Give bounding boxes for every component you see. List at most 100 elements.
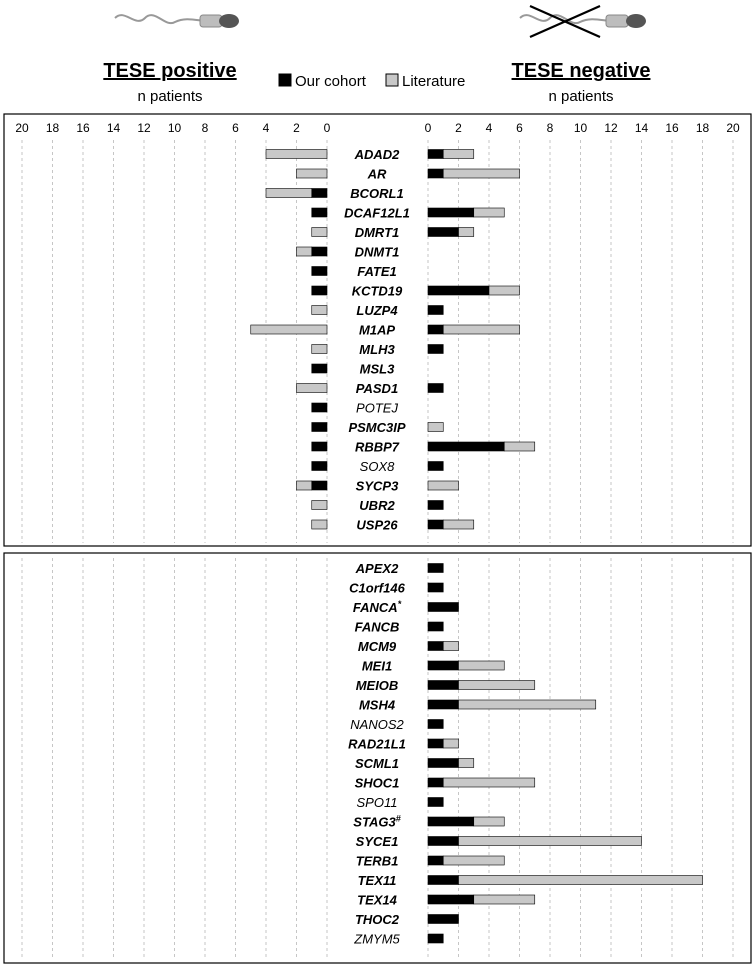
tick-label: 16 <box>76 121 90 135</box>
tick-label: 0 <box>425 121 432 135</box>
bar-neg-literature-adad2 <box>442 149 475 159</box>
tick-label: 10 <box>168 121 182 135</box>
tick-label: 2 <box>293 121 300 135</box>
bar-pos-cohort-psmc3ip <box>311 422 328 432</box>
bar-neg-literature-rbbp7 <box>503 441 536 452</box>
gene-label-fate1: FATE1 <box>357 264 397 279</box>
bar-pos-literature-adad2 <box>265 149 328 159</box>
bar-neg-literature-meiob <box>458 680 536 690</box>
bar-neg-cohort-luzp4 <box>427 305 444 315</box>
bar-pos-cohort-dcaf12l1 <box>311 207 328 218</box>
bar-pos-literature-ubr2 <box>311 500 328 510</box>
bar-neg-cohort-spo11 <box>427 797 444 807</box>
gene-label-zmym5: ZMYM5 <box>353 932 400 947</box>
bar-pos-cohort-rbbp7 <box>311 441 328 452</box>
bar-neg-cohort-dcaf12l1 <box>427 207 475 218</box>
gene-label-ar: AR <box>367 167 387 182</box>
bar-neg-literature-shoc1 <box>442 777 536 788</box>
bar-pos-literature-luzp4 <box>311 305 328 315</box>
bar-pos-literature-dmrt1 <box>311 227 328 237</box>
bar-neg-cohort-shoc1 <box>427 777 444 788</box>
panel-frame-1 <box>3 113 752 547</box>
bar-neg-cohort-stag3 <box>427 816 475 827</box>
bar-neg-cohort-fancb <box>427 621 444 632</box>
gene-label-syce1: SYCE1 <box>356 834 399 849</box>
bar-neg-cohort-sox8 <box>427 461 444 471</box>
bar-neg-cohort-tex11 <box>427 875 459 885</box>
tick-label: 8 <box>202 121 209 135</box>
bar-neg-cohort-rbbp7 <box>427 441 505 452</box>
bar-neg-cohort-mei1 <box>427 660 459 671</box>
bar-neg-cohort-tex14 <box>427 894 475 905</box>
tick-label: 4 <box>486 121 493 135</box>
tick-label: 18 <box>46 121 60 135</box>
tick-label: 12 <box>604 121 618 135</box>
bar-neg-literature-sycp3 <box>427 480 459 491</box>
legend-swatch-our-cohort <box>278 73 292 87</box>
tick-label: 10 <box>574 121 588 135</box>
gene-label-dmrt1: DMRT1 <box>355 225 400 240</box>
bar-neg-cohort-mlh3 <box>427 344 444 354</box>
bar-pos-literature-ar <box>296 168 328 179</box>
tick-label: 8 <box>547 121 554 135</box>
bar-neg-literature-tex11 <box>458 875 703 885</box>
bar-pos-cohort-kctd19 <box>311 285 328 296</box>
bar-neg-cohort-msh4 <box>427 699 459 710</box>
bar-neg-cohort-ubr2 <box>427 500 444 510</box>
bar-pos-cohort-potej <box>311 402 328 413</box>
bar-neg-cohort-dmrt1 <box>427 227 459 237</box>
bar-neg-literature-ar <box>442 168 520 179</box>
bar-neg-literature-mei1 <box>458 660 505 671</box>
tick-label: 12 <box>137 121 151 135</box>
bar-neg-literature-usp26 <box>442 519 475 530</box>
bar-neg-cohort-nanos2 <box>427 719 444 729</box>
gene-label-mcm9: MCM9 <box>358 639 397 654</box>
bar-neg-cohort-adad2 <box>427 149 444 159</box>
tick-label: 14 <box>107 121 121 135</box>
sperm-icon <box>114 14 239 28</box>
axis-ticks: 20 18 16 14 12 10 8 6 4 2 0 0 2 4 6 8 10 12 14 16 18 20 <box>15 121 740 135</box>
bar-neg-literature-dcaf12l1 <box>473 207 505 218</box>
gene-label-stag3: STAG3# <box>353 814 400 830</box>
bar-neg-cohort-fanca <box>427 602 459 612</box>
gene-label-rad21l1: RAD21L1 <box>348 737 406 752</box>
tick-label: 2 <box>455 121 462 135</box>
bar-pos-literature-dnmt1 <box>296 246 313 257</box>
gene-label-apex2: APEX2 <box>355 561 399 576</box>
bar-pos-cohort-bcorl1 <box>311 188 328 198</box>
bar-neg-cohort-kctd19 <box>427 285 490 296</box>
tese-positive-title: TESE positive <box>103 60 236 82</box>
gene-label-c1orf146: C1orf146 <box>349 581 405 596</box>
gene-label-ubr2: UBR2 <box>359 498 395 513</box>
bar-neg-cohort-rad21l1 <box>427 738 444 749</box>
bar-neg-cohort-mcm9 <box>427 641 444 651</box>
bar-neg-cohort-apex2 <box>427 563 444 573</box>
gene-label-tex11: TEX11 <box>358 873 397 888</box>
bar-neg-cohort-m1ap <box>427 324 444 335</box>
bar-neg-literature-mcm9 <box>442 641 459 651</box>
tese-negative-title: TESE negative <box>512 60 651 82</box>
bar-neg-literature-syce1 <box>458 836 642 846</box>
tick-label: 4 <box>263 121 270 135</box>
bar-pos-cohort-fate1 <box>311 266 328 276</box>
tick-label: 20 <box>726 121 740 135</box>
bar-neg-cohort-terb1 <box>427 855 444 866</box>
tese-negative-subtitle: n patients <box>548 88 613 105</box>
legend: Our cohort Literature <box>278 73 465 90</box>
bar-neg-literature-scml1 <box>458 758 475 768</box>
gene-label-bcorl1: BCORL1 <box>350 186 403 201</box>
gene-label-meiob: MEIOB <box>356 678 399 693</box>
bar-pos-literature-bcorl1 <box>265 188 313 198</box>
bars <box>250 149 703 944</box>
crossed-sperm-icon <box>519 4 646 39</box>
gene-label-kctd19: KCTD19 <box>352 284 403 299</box>
grid-lines <box>21 140 734 960</box>
gene-label-pasd1: PASD1 <box>356 381 398 396</box>
gene-labels: ADAD2 AR BCORL1 DCAF12L1 DMRT1 DNMT1 FATE1 KCTD… <box>344 147 410 947</box>
gene-label-dcaf12l1: DCAF12L1 <box>344 206 410 221</box>
bar-neg-cohort-syce1 <box>427 836 459 846</box>
gene-label-luzp4: LUZP4 <box>356 303 398 318</box>
bar-neg-cohort-zmym5 <box>427 933 444 944</box>
gene-label-fancb: FANCB <box>355 620 400 635</box>
tick-label: 6 <box>516 121 523 135</box>
